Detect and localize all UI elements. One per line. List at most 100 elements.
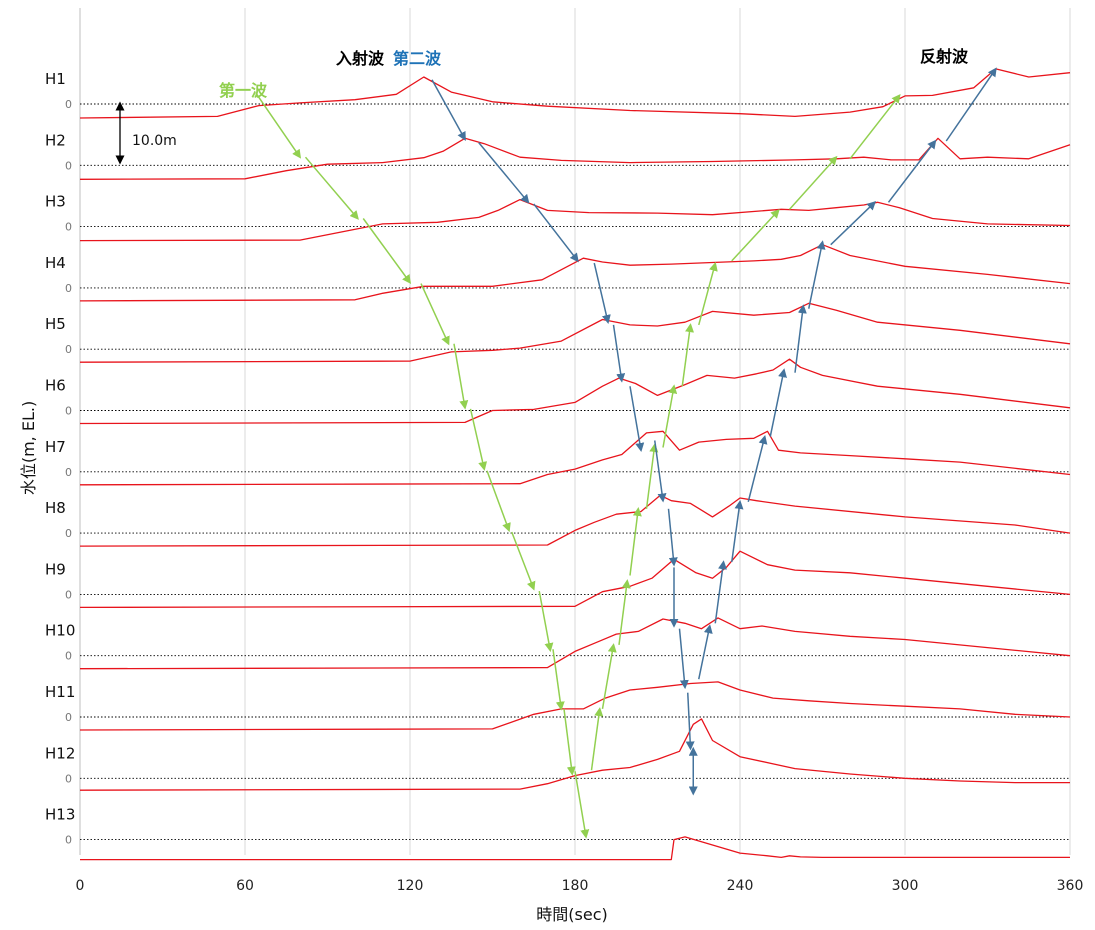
series-layer [79, 68, 1071, 861]
label-layer: 0 60 120 180 240 300 3600H10H20H30H40H50H60H70… [45, 70, 1083, 894]
second-wave-arrow [478, 142, 530, 204]
second-wave-arrow [629, 386, 645, 452]
reflected-wave-arrow [747, 434, 768, 502]
first-wave-reflect-arrow [662, 384, 678, 448]
series-line-h5 [79, 302, 1071, 363]
second-wave-arrow [667, 508, 678, 567]
first-wave-arrow [420, 283, 450, 346]
series-line-h12 [79, 718, 1070, 791]
station-label-h12: H12 [45, 744, 75, 762]
series-line-h13 [80, 836, 1070, 861]
station-label-h13: H13 [45, 806, 75, 824]
series-line-h1 [79, 68, 1071, 119]
station-label-h9: H9 [45, 560, 66, 578]
second-wave-arrow [533, 203, 579, 263]
scale-bar: 10.0m [115, 101, 177, 165]
zero-label: 0 [65, 588, 72, 601]
station-label-h11: H11 [45, 683, 75, 701]
station-label-h4: H4 [45, 254, 66, 272]
zero-label: 0 [65, 650, 72, 663]
series-line-h7 [79, 430, 1071, 486]
station-label-h7: H7 [45, 438, 66, 456]
first-wave-reflect-arrow [645, 443, 659, 509]
first-wave-arrow [486, 470, 511, 533]
station-label-h8: H8 [45, 499, 66, 517]
reflected-wave-arrow [887, 139, 937, 203]
station-label-h10: H10 [45, 622, 75, 640]
zero-label: 0 [65, 159, 72, 172]
first-wave-arrow [469, 408, 488, 471]
reflected-wave-arrow [698, 624, 713, 680]
station-label-h5: H5 [45, 315, 66, 333]
first-wave-reflect-arrow [681, 323, 694, 387]
zero-label: 0 [65, 343, 72, 356]
arrow-layer [255, 67, 997, 839]
station-label-h1: H1 [45, 70, 66, 88]
reflected-wave-arrow [731, 499, 744, 563]
zero-label: 0 [65, 221, 72, 234]
first-wave-reflect-arrow [731, 209, 780, 262]
station-label-h3: H3 [45, 193, 66, 211]
zero-label: 0 [65, 834, 72, 847]
baseline-layer [80, 103, 1070, 841]
reflected-wave-arrow [714, 560, 727, 624]
second-wave-arrow [678, 628, 689, 690]
second-wave-arrow [593, 262, 611, 324]
series-line-h4 [79, 244, 1071, 302]
first-wave-arrow [304, 156, 359, 220]
annotation-reflected-wave: 反射波 [920, 47, 969, 66]
first-wave-reflect-arrow [629, 507, 642, 576]
reflected-wave-arrow [808, 240, 826, 309]
second-wave-arrow [612, 324, 626, 383]
x-tick-label: 60 [236, 878, 254, 894]
series-line-h10 [79, 617, 1071, 670]
station-label-h2: H2 [45, 131, 66, 149]
reflected-wave-arrow [769, 368, 787, 437]
annotation-first-wave: 第一波 [219, 81, 268, 100]
second-wave-arrow [654, 440, 667, 503]
scale-bar-label: 10.0m [132, 133, 177, 149]
first-wave-reflect-arrow [590, 707, 604, 771]
series-line-h8 [79, 494, 1071, 547]
series-line-h2 [79, 137, 1071, 180]
x-tick-label: 300 [892, 878, 919, 894]
x-tick-label: 0 [76, 878, 85, 894]
annotation-incident-wave: 入射波 [336, 49, 385, 68]
y-axis-title: 水位(m, EL.) [19, 401, 38, 495]
first-wave-arrow [563, 708, 576, 776]
zero-label: 0 [65, 98, 72, 111]
second-wave-arrow [431, 79, 466, 141]
grid-layer [79, 8, 1071, 855]
x-tick-label: 360 [1057, 878, 1084, 894]
first-wave-arrow [538, 591, 554, 653]
second-wave-arrow [685, 692, 695, 751]
first-wave-arrow [453, 343, 469, 410]
first-wave-arrow [511, 531, 536, 591]
zero-label: 0 [65, 772, 72, 785]
annotation-second-wave: 第二波 [393, 49, 442, 68]
first-wave-reflect-arrow [849, 93, 901, 160]
zero-label: 0 [65, 466, 72, 479]
reflected-wave-arrow [830, 201, 877, 246]
x-axis-title: 時間(sec) [536, 905, 607, 924]
first-wave-arrow [552, 649, 565, 711]
zero-label: 0 [65, 405, 72, 418]
first-wave-reflect-arrow [698, 261, 718, 326]
zero-label: 0 [65, 527, 72, 540]
station-label-h6: H6 [45, 377, 66, 395]
x-tick-label: 120 [397, 878, 424, 894]
x-tick-label: 180 [562, 878, 589, 894]
reflected-wave-arrow [945, 67, 997, 142]
first-wave-arrow [574, 771, 590, 839]
first-wave-reflect-arrow [601, 643, 617, 710]
series-line-h6 [79, 358, 1071, 425]
x-tick-label: 240 [727, 878, 754, 894]
first-wave-arrow [362, 218, 412, 284]
first-wave-reflect-arrow [788, 155, 838, 210]
reflected-wave-arrow [794, 304, 807, 373]
first-wave-reflect-arrow [618, 579, 631, 645]
zero-label: 0 [65, 711, 72, 724]
series-line-h3 [79, 198, 1071, 242]
series-line-h9 [79, 550, 1071, 609]
